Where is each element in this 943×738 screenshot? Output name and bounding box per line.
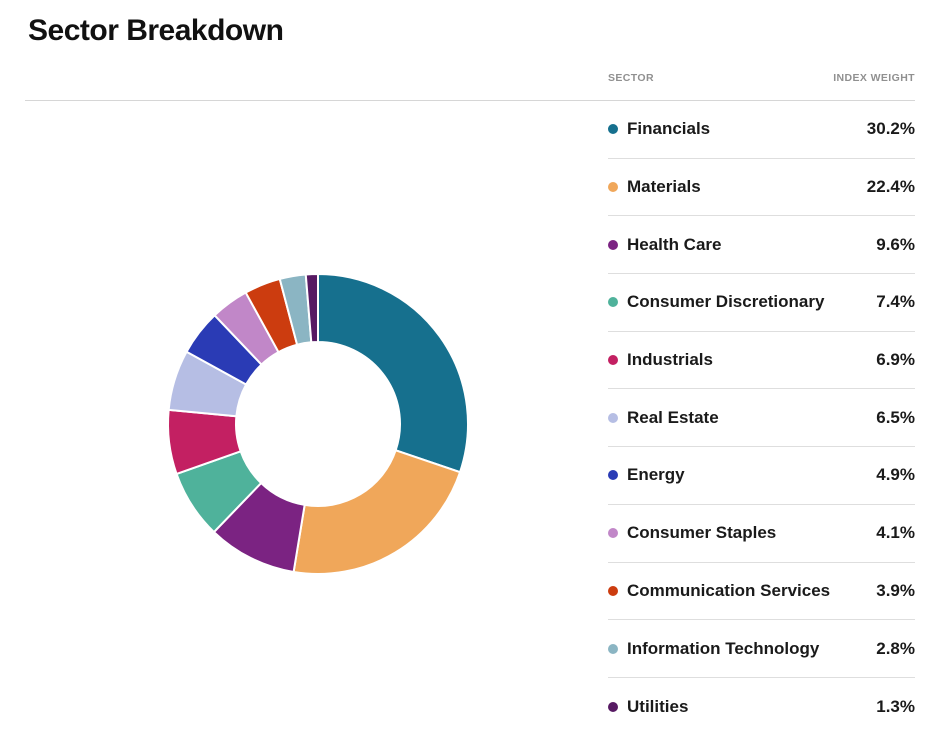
table-row: Communication Services 3.9%: [608, 563, 915, 621]
table-column-headers: SECTOR INDEX WEIGHT: [608, 72, 915, 84]
sector-label: Utilities: [627, 696, 689, 716]
table-row: Utilities 1.3%: [608, 678, 915, 736]
sector-weight-value: 22.4%: [866, 177, 915, 197]
table-row: Materials 22.4%: [608, 159, 915, 217]
table-row: Financials 30.2%: [608, 101, 915, 159]
table-row: Health Care 9.6%: [608, 216, 915, 275]
sector-label: Consumer Discretionary: [627, 292, 825, 312]
table-row: Consumer Discretionary 7.4%: [608, 274, 915, 332]
sector-weight-value: 9.6%: [876, 234, 915, 254]
sector-label: Energy: [627, 465, 685, 485]
sector-donut-chart: [158, 264, 478, 584]
donut-segment-utilities[interactable]: [304, 272, 319, 344]
sector-weight-value: 6.5%: [876, 407, 915, 427]
sector-color-dot: [608, 470, 618, 481]
sector-label: Information Technology: [627, 638, 820, 658]
sector-weight-value: 30.2%: [866, 119, 915, 139]
sector-label: Industrials: [627, 350, 713, 370]
donut-chart-svg: [167, 272, 469, 575]
column-header-sector: SECTOR: [608, 72, 654, 84]
sector-weight-value: 4.1%: [876, 523, 915, 543]
sector-color-dot: [608, 412, 618, 423]
table-row: Consumer Staples 4.1%: [608, 505, 915, 563]
column-header-index-weight: INDEX WEIGHT: [833, 72, 915, 84]
table-row: Industrials 6.9%: [608, 332, 915, 390]
sector-label: Communication Services: [627, 580, 831, 600]
header-divider: [25, 100, 915, 101]
sector-color-dot: [608, 701, 618, 712]
sector-color-dot: [608, 585, 618, 596]
sector-color-dot: [608, 124, 618, 135]
sector-weight-value: 2.8%: [876, 638, 915, 658]
sector-weight-table: Financials 30.2% Materials 22.4% Health …: [608, 101, 915, 736]
sector-color-dot: [608, 528, 618, 539]
sector-weight-value: 4.9%: [876, 465, 915, 485]
sector-label: Consumer Staples: [627, 523, 777, 543]
sector-color-dot: [608, 297, 618, 308]
sector-label: Materials: [627, 177, 701, 197]
sector-color-dot: [608, 239, 618, 250]
sector-color-dot: [608, 355, 618, 366]
sector-color-dot: [608, 643, 618, 654]
sector-color-dot: [608, 182, 618, 193]
sector-weight-value: 3.9%: [876, 580, 915, 600]
sector-weight-value: 1.3%: [876, 696, 915, 716]
table-row: Energy 4.9%: [608, 447, 915, 505]
sector-label: Financials: [627, 119, 711, 139]
table-row: Information Technology 2.8%: [608, 620, 915, 678]
sector-label: Real Estate: [627, 407, 719, 427]
donut-segment-financials[interactable]: [317, 272, 469, 474]
page-title: Sector Breakdown: [28, 14, 284, 47]
sector-weight-value: 7.4%: [876, 292, 915, 312]
sector-weight-value: 6.9%: [876, 350, 915, 370]
table-row: Real Estate 6.5%: [608, 389, 915, 448]
donut-segment-materials[interactable]: [292, 449, 462, 575]
sector-label: Health Care: [627, 234, 722, 254]
